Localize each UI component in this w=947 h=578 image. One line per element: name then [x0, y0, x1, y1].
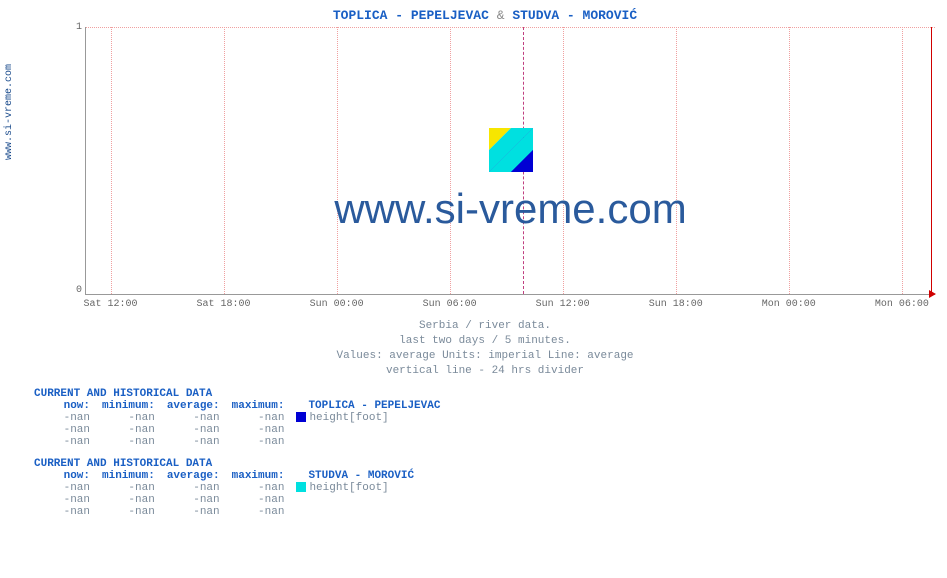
data-cell: -nan: [226, 494, 291, 506]
series-label-text: height[foot]: [309, 482, 388, 494]
data-block-header: CURRENT AND HISTORICAL DATA: [34, 388, 940, 400]
ytick-1: 1: [68, 22, 82, 33]
data-cell: -nan: [161, 506, 226, 518]
data-cell: -nan: [96, 436, 161, 448]
data-cell: -nan: [226, 482, 291, 494]
chart-area: 1 0 www.si-vreme.com Sat 12:00Sat 18:00S…: [30, 27, 935, 315]
data-cell: -nan: [34, 412, 96, 424]
data-cell: -nan: [226, 424, 291, 436]
x-axis-arrow: [929, 290, 936, 298]
col-header: maximum:: [226, 400, 291, 412]
now-line: [931, 27, 932, 294]
data-cell: -nan: [161, 482, 226, 494]
series-label-cell: [290, 494, 420, 506]
col-header: now:: [34, 400, 96, 412]
data-block: CURRENT AND HISTORICAL DATAnow:minimum:a…: [34, 388, 940, 448]
data-cell: -nan: [161, 494, 226, 506]
series-label-cell: [290, 506, 420, 518]
series-label-text: height[foot]: [309, 412, 388, 424]
grid-v: [676, 27, 677, 294]
series-name: STUDVA - MOROVIĆ: [290, 470, 420, 482]
subtitle-line-2: Values: average Units: imperial Line: av…: [30, 349, 940, 364]
xtick-label: Sun 12:00: [528, 299, 598, 310]
col-header: average:: [161, 470, 226, 482]
data-cell: -nan: [161, 412, 226, 424]
xtick-label: Sun 18:00: [641, 299, 711, 310]
col-header: maximum:: [226, 470, 291, 482]
data-cell: -nan: [96, 412, 161, 424]
series-label-cell: height[foot]: [290, 412, 446, 424]
chart-subtitle: Serbia / river data. last two days / 5 m…: [30, 319, 940, 378]
series-label-cell: [290, 436, 446, 448]
data-block-header: CURRENT AND HISTORICAL DATA: [34, 458, 940, 470]
grid-v: [337, 27, 338, 294]
series-swatch: [296, 482, 306, 492]
grid-h-top: [86, 27, 935, 28]
data-cell: -nan: [34, 494, 96, 506]
data-cell: -nan: [96, 482, 161, 494]
grid-v: [450, 27, 451, 294]
title-part1: TOPLICA - PEPELJEVAC: [333, 8, 489, 23]
grid-v: [111, 27, 112, 294]
data-cell: -nan: [161, 424, 226, 436]
main-container: TOPLICA - PEPELJEVAC & STUDVA - MOROVIĆ …: [30, 8, 940, 518]
data-cell: -nan: [96, 494, 161, 506]
subtitle-line-0: Serbia / river data.: [30, 319, 940, 334]
watermark-text: www.si-vreme.com: [334, 185, 686, 233]
data-table: now:minimum:average:maximum:TOPLICA - PE…: [34, 400, 446, 448]
grid-v: [902, 27, 903, 294]
series-label-cell: height[foot]: [290, 482, 420, 494]
data-cell: -nan: [34, 506, 96, 518]
series-label-cell: [290, 424, 446, 436]
subtitle-line-3: vertical line - 24 hrs divider: [30, 364, 940, 379]
data-cell: -nan: [226, 412, 291, 424]
data-cell: -nan: [34, 436, 96, 448]
ytick-0: 0: [68, 285, 82, 296]
data-cell: -nan: [96, 506, 161, 518]
subtitle-line-1: last two days / 5 minutes.: [30, 334, 940, 349]
xtick-label: Mon 06:00: [867, 299, 937, 310]
col-header: minimum:: [96, 400, 161, 412]
title-part2: STUDVA - MOROVIĆ: [512, 8, 637, 23]
xtick-label: Sun 00:00: [302, 299, 372, 310]
xtick-label: Sun 06:00: [415, 299, 485, 310]
data-table: now:minimum:average:maximum:STUDVA - MOR…: [34, 470, 420, 518]
xtick-label: Mon 00:00: [754, 299, 824, 310]
series-swatch: [296, 412, 306, 422]
data-cell: -nan: [161, 436, 226, 448]
site-label-vertical: www.si-vreme.com: [4, 64, 15, 160]
plot-region: www.si-vreme.com: [85, 27, 935, 295]
chart-title: TOPLICA - PEPELJEVAC & STUDVA - MOROVIĆ: [30, 8, 940, 23]
col-header: minimum:: [96, 470, 161, 482]
xtick-label: Sat 12:00: [76, 299, 146, 310]
xtick-label: Sat 18:00: [189, 299, 259, 310]
data-cell: -nan: [226, 436, 291, 448]
col-header: average:: [161, 400, 226, 412]
data-cell: -nan: [226, 506, 291, 518]
series-name: TOPLICA - PEPELJEVAC: [290, 400, 446, 412]
data-cell: -nan: [34, 424, 96, 436]
data-cell: -nan: [34, 482, 96, 494]
grid-v: [563, 27, 564, 294]
logo-icon: [489, 128, 533, 172]
title-separator: &: [497, 8, 505, 23]
data-cell: -nan: [96, 424, 161, 436]
data-block: CURRENT AND HISTORICAL DATAnow:minimum:a…: [34, 458, 940, 518]
grid-v: [224, 27, 225, 294]
grid-v: [789, 27, 790, 294]
col-header: now:: [34, 470, 96, 482]
